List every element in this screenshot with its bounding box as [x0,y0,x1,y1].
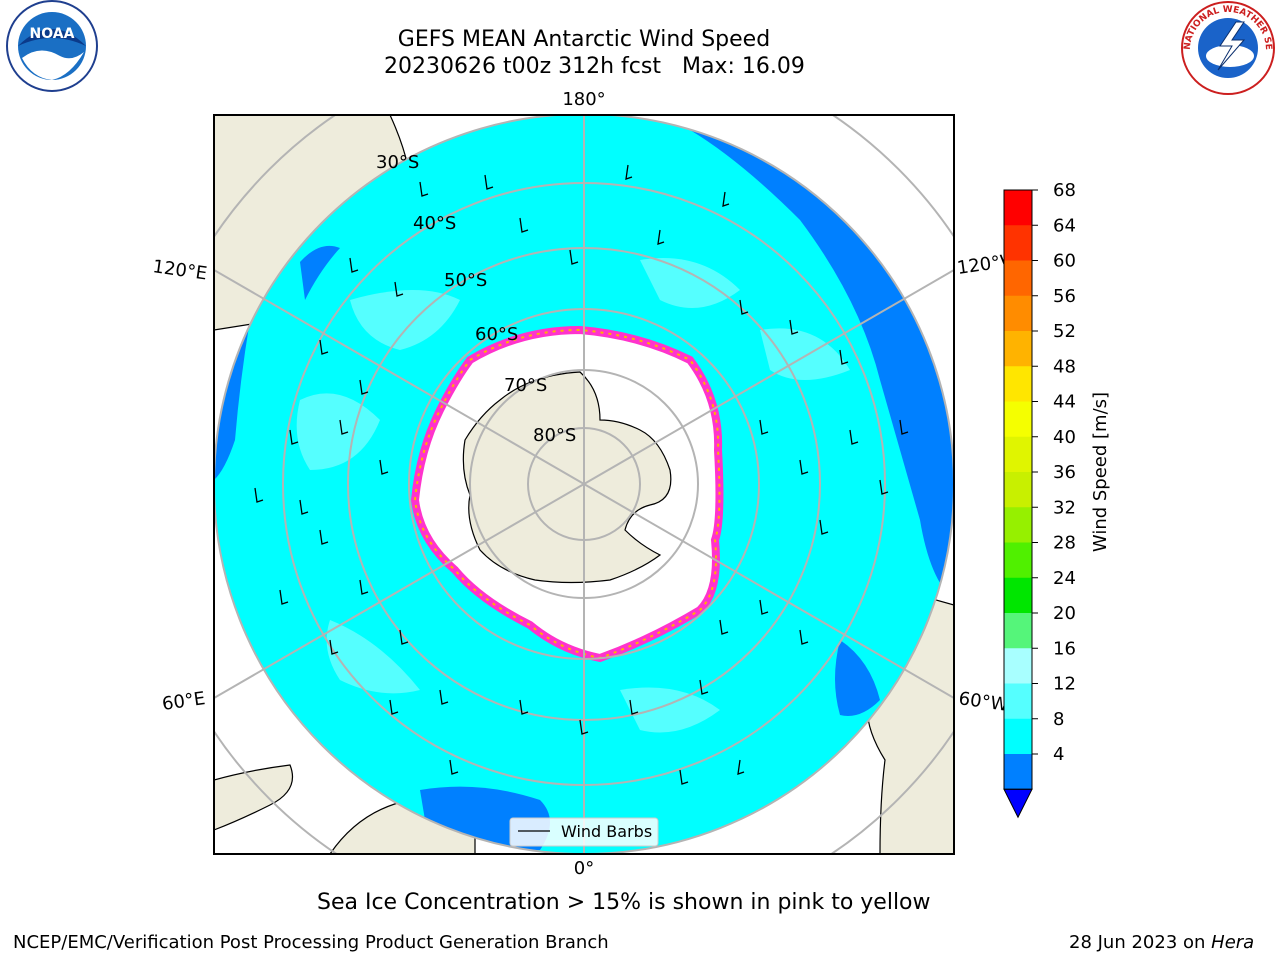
colorbar-tick-label: 20 [1053,603,1076,624]
parallel-label-80s: 80°S [533,425,576,446]
colorbar-segment [1004,260,1032,297]
colorbar-segment [1004,331,1032,367]
colorbar-segment [1004,472,1032,508]
noaa-logo-text: NOAA [30,26,75,42]
colorbar-segment [1004,295,1032,332]
colorbar-border [1003,189,1033,790]
nws-logo-text: NATIONAL WEATHER SERVICE [0,0,1273,50]
wind-barbs [254,164,909,785]
colorbar-tick-label: 24 [1053,568,1076,589]
sea-ice-caption: Sea Ice Concentration > 15% is shown in … [317,890,931,915]
parallel-label-70s: 70°S [504,375,547,396]
footer-left: NCEP/EMC/Verification Post Processing Pr… [13,932,609,953]
colorbar-tick-label: 12 [1053,674,1076,695]
meridian-label-180: 180° [562,89,605,110]
colorbar-label: Wind Speed [m/s] [1090,392,1111,552]
parallel-label-50s: 50°S [444,270,487,291]
graticule [214,115,954,854]
antarctica-landmass [462,371,672,584]
chart-subtitle: 20230626 t00z 312h fcst Max: 16.09 [384,54,805,79]
colorbar-tick-label: 36 [1053,462,1076,483]
meridian-label-60e: 60°E [161,688,207,715]
parallel-label-40s: 40°S [413,213,456,234]
colorbar-segment [1004,648,1032,684]
colorbar-tick-label: 32 [1053,497,1076,518]
colorbar-tick-label: 68 [1053,180,1076,201]
colorbar-tick-label: 44 [1053,392,1076,413]
colorbar-segment [1004,577,1032,614]
colorbar-tick-label: 8 [1053,709,1064,730]
colorbar-tick-label: 40 [1053,427,1076,448]
colorbar-segment [1004,436,1032,473]
colorbar-tick-label: 4 [1053,744,1064,765]
colorbar: 68 64 60 56 52 48 44 40 36 32 28 24 20 16 12 8 4 [1003,180,1076,819]
colorbar-tick-label: 56 [1053,286,1076,307]
colorbar-segment [1004,613,1032,649]
meridian-label-120e: 120°E [151,256,208,284]
legend-label: Wind Barbs [561,822,652,841]
colorbar-segment [1004,507,1032,543]
map-frame [213,114,955,855]
parallel-label-60s: 60°S [475,324,518,345]
svg-text:NATIONAL WEATHER SERVICE: NATIONAL WEATHER SERVICE [0,0,1273,50]
madagascar-landmass [214,764,294,831]
colorbar-segment [1004,190,1032,226]
colorbar-tick-label: 60 [1053,251,1076,272]
colorbar-tick-label: 48 [1053,356,1076,377]
colorbar-tick-label: 16 [1053,638,1076,659]
map-area: 30°S 40°S 50°S 60°S 70°S 80°S Wind Barbs [214,115,954,854]
meridian-label-0: 0° [574,858,594,879]
nws-logo: NATIONAL WEATHER SERVICE [0,0,1275,95]
colorbar-segment [1004,401,1032,438]
colorbar-tick-label: 64 [1053,215,1076,236]
colorbar-segment [1004,683,1032,720]
chart-title: GEFS MEAN Antarctic Wind Speed [397,27,771,52]
colorbar-tick-label: 52 [1053,321,1076,342]
colorbar-segment [1004,754,1032,790]
meridian-label-60w: 60°W [957,688,1009,716]
colorbar-segment [1004,225,1032,261]
parallel-label-30s: 30°S [376,152,419,173]
colorbar-tick-label: 28 [1053,533,1076,554]
colorbar-segment [1004,366,1032,402]
footer-date: 28 Jun 2023 on [1069,932,1212,953]
map-legend: Wind Barbs [509,817,659,847]
footer-right: 28 Jun 2023 on Hera [1069,932,1254,953]
noaa-logo: NOAA [6,0,98,92]
colorbar-under-triangle [1003,788,1033,819]
footer-machine: Hera [1211,932,1255,953]
colorbar-segment [1004,718,1032,755]
colorbar-segment [1004,542,1032,579]
